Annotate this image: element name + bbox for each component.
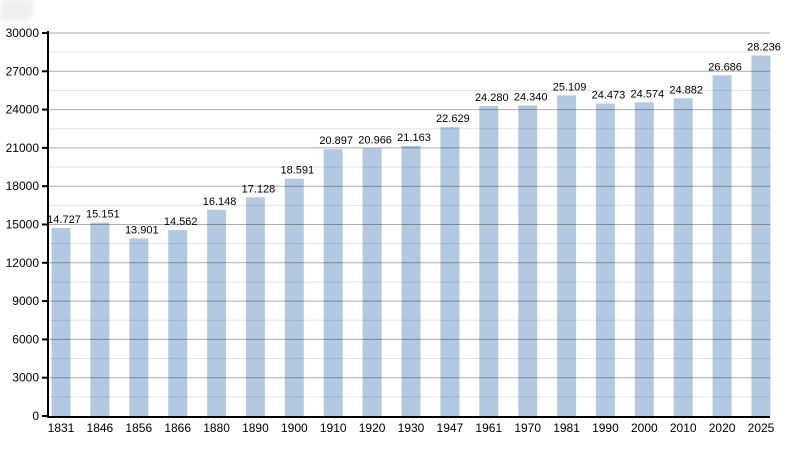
bar-1930 (401, 145, 421, 417)
y-tick-label: 12000 (6, 256, 40, 270)
y-tick-label: 30000 (6, 26, 40, 40)
x-tick-label: 1900 (281, 421, 308, 435)
bar-value-label: 15.151 (86, 209, 120, 221)
x-tick-label: 1961 (475, 421, 502, 435)
bar-value-label: 18.591 (281, 165, 315, 177)
bar-value-label: 20.966 (358, 134, 392, 146)
bar-value-label: 17.128 (242, 183, 276, 195)
bar-value-label: 28.236 (747, 42, 781, 54)
bar-1831 (51, 228, 71, 416)
bar-1846 (90, 222, 110, 416)
bar-1866 (168, 230, 188, 416)
bar-2000 (634, 102, 654, 417)
corner-artifact (0, 0, 34, 22)
y-tick-label: 27000 (6, 64, 40, 78)
bar-2010 (673, 98, 693, 417)
x-tick-label: 1846 (87, 421, 114, 435)
bar-value-label: 24.574 (631, 88, 665, 100)
y-tick-label: 24000 (6, 103, 40, 117)
bar-1990 (595, 103, 615, 416)
bar-2020 (712, 75, 732, 417)
y-tick-label: 18000 (6, 179, 40, 193)
bar-value-label: 25.109 (553, 81, 587, 93)
bar-2025 (751, 55, 771, 416)
bar-value-label: 24.340 (514, 91, 548, 103)
y-tick-label: 3000 (12, 371, 39, 385)
x-tick-label: 1866 (164, 421, 191, 435)
x-tick-label: 1831 (48, 421, 75, 435)
bar-value-label: 14.727 (47, 214, 81, 226)
bar-value-label: 14.562 (164, 216, 198, 228)
bar-1890 (245, 197, 265, 416)
bar-value-label: 21.163 (397, 132, 431, 144)
y-tick-label: 21000 (6, 141, 40, 155)
bar-value-label: 24.882 (669, 84, 703, 96)
bar-1880 (207, 209, 227, 416)
x-tick-label: 1970 (514, 421, 541, 435)
bar-value-label: 13.901 (125, 225, 159, 237)
x-tick-label: 1910 (320, 421, 347, 435)
y-tick-label: 6000 (12, 332, 39, 346)
bar-value-label: 22.629 (436, 113, 470, 125)
x-tick-label: 1880 (203, 421, 230, 435)
bar-value-label: 24.280 (475, 92, 509, 104)
x-tick-label: 1947 (437, 421, 464, 435)
y-tick-label: 9000 (12, 294, 39, 308)
x-tick-label: 2020 (709, 421, 736, 435)
y-tick-label: 15000 (6, 218, 40, 232)
x-tick-label: 1981 (553, 421, 580, 435)
bar-value-label: 26.686 (708, 61, 742, 73)
bar-1920 (362, 148, 382, 417)
bar-1856 (129, 238, 149, 416)
bar-value-label: 24.473 (592, 90, 626, 102)
bar-1910 (323, 149, 343, 416)
bar-1900 (284, 178, 304, 416)
x-tick-label: 2025 (748, 421, 775, 435)
y-tick-label: 0 (32, 409, 39, 423)
x-tick-label: 2000 (631, 421, 658, 435)
x-tick-label: 1856 (125, 421, 152, 435)
bar-1981 (557, 95, 577, 417)
x-tick-label: 1890 (242, 421, 269, 435)
x-tick-label: 1990 (592, 421, 619, 435)
bar-1961 (479, 106, 499, 416)
x-tick-label: 1920 (359, 421, 386, 435)
x-tick-label: 2010 (670, 421, 697, 435)
bar-value-label: 20.897 (319, 135, 353, 147)
bar-1970 (518, 105, 538, 417)
x-tick-label: 1930 (398, 421, 425, 435)
bar-1947 (440, 127, 460, 416)
bar-value-label: 16.148 (203, 196, 237, 208)
